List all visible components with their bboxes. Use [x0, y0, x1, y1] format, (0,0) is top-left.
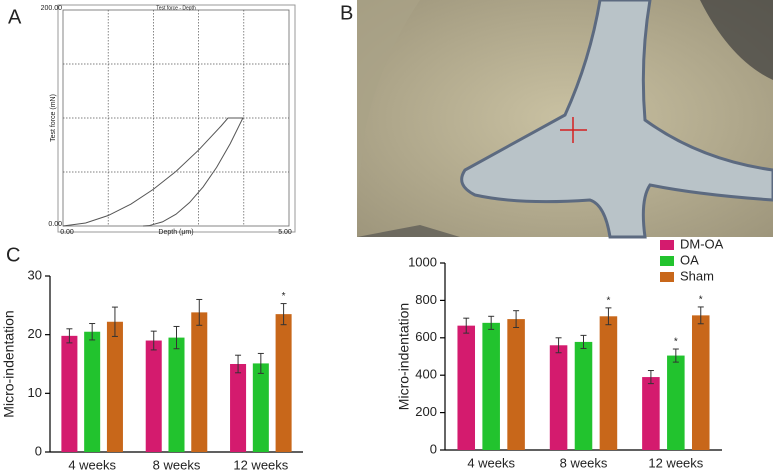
error-bar: [555, 337, 562, 354]
bar: [574, 341, 593, 450]
bar: [191, 312, 208, 452]
error-bar: [89, 323, 96, 341]
error-bar: [257, 352, 264, 374]
y-tick-label: 30: [28, 267, 42, 282]
error-bar: [647, 370, 654, 385]
micrograph: [357, 0, 773, 239]
bar: [507, 319, 525, 450]
data-line: [62, 117, 244, 227]
bar: [84, 331, 101, 452]
error-bar: [280, 303, 287, 326]
error-bar: [488, 315, 495, 330]
x-tick-label: 12 weeks: [648, 455, 703, 470]
significance-marker: *: [674, 337, 678, 348]
legend-swatch: [660, 272, 674, 282]
bar: [642, 377, 660, 450]
y-tick-label: 10: [28, 385, 42, 400]
error-bar: [235, 354, 242, 374]
bar: [252, 363, 269, 452]
legend-swatch: [660, 240, 674, 250]
significance-marker: *: [699, 295, 703, 306]
x-tick-label: 5.00: [278, 229, 292, 236]
x-tick-label: 8 weeks: [153, 457, 201, 472]
bar: [145, 340, 162, 452]
y-tick-label: 400: [415, 367, 437, 382]
y-axis-label: Test force (mN): [50, 94, 57, 142]
bar: [230, 364, 247, 452]
significance-marker: *: [606, 296, 610, 307]
legend-swatch: [660, 256, 674, 266]
panel-label: B: [340, 2, 353, 24]
significance-marker: *: [282, 291, 286, 302]
chart-title: Test force - Depth: [156, 5, 196, 11]
legend-label: Sham: [680, 268, 714, 283]
error-bar: [463, 317, 470, 334]
error-bar: [605, 307, 612, 326]
bar: [168, 337, 185, 452]
y-tick-label: 0: [35, 443, 42, 458]
y-axis-label: Micro-indentation: [396, 303, 412, 410]
bar: [667, 355, 685, 450]
y-tick-label: 800: [415, 292, 437, 307]
y-tick-label: 600: [415, 329, 437, 344]
bar: [549, 345, 568, 450]
error-bar: [672, 348, 679, 363]
bar: [275, 314, 292, 452]
bar: [691, 315, 710, 450]
y-tick-label: 20: [28, 326, 42, 341]
y-tick-label: 0: [430, 441, 437, 456]
error-bar: [697, 306, 704, 325]
x-tick-label: 12 weeks: [233, 457, 288, 472]
error-bar: [196, 298, 203, 326]
error-bar: [580, 334, 587, 349]
panel-label: A: [8, 6, 22, 28]
legend-label: OA: [680, 252, 699, 267]
x-tick-label: 4 weeks: [467, 455, 515, 470]
x-axis-label: Depth (μm): [158, 229, 193, 236]
y-tick-label: 1000: [408, 254, 437, 269]
error-bar: [66, 328, 73, 344]
y-tick-label: 200.00: [41, 5, 63, 12]
bar: [457, 325, 476, 450]
legend-label: DM-OA: [680, 236, 724, 251]
error-bar: [513, 310, 520, 329]
bar: [599, 316, 618, 450]
error-bar: [150, 330, 157, 351]
x-tick-label: 4 weeks: [68, 457, 116, 472]
error-bar: [173, 325, 180, 350]
chart-frame: [57, 4, 296, 233]
panel-label: C: [6, 244, 20, 266]
y-axis-label: Micro-indentation: [1, 310, 17, 417]
error-bar: [111, 306, 118, 337]
bar: [482, 322, 500, 450]
y-tick-label: 200: [415, 404, 437, 419]
x-tick-label: 8 weeks: [560, 455, 608, 470]
y-tick-label: 0.00: [48, 221, 62, 228]
x-tick-label: 0.00: [60, 229, 74, 236]
bar: [106, 321, 123, 452]
bar: [61, 335, 78, 452]
